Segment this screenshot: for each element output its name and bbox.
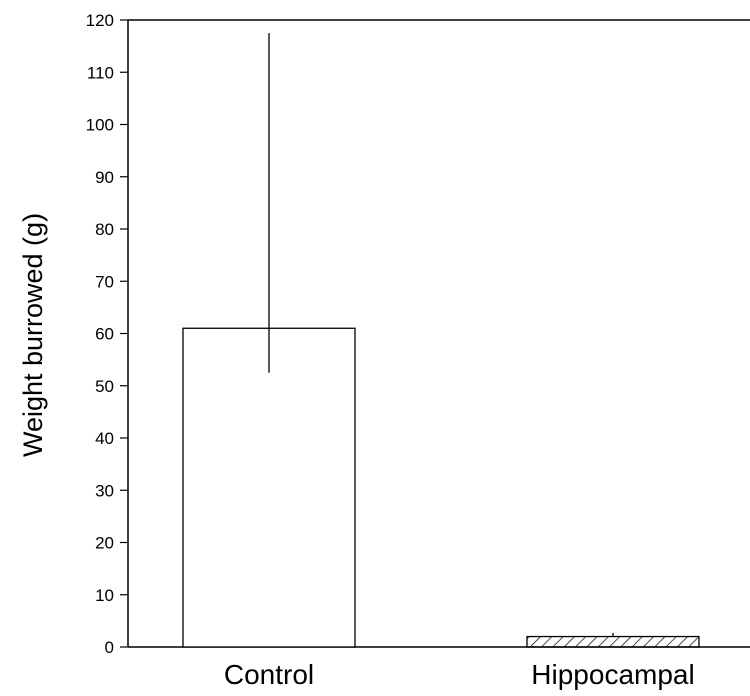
y-tick-label: 30 xyxy=(95,481,114,500)
x-category-label: Hippocampal xyxy=(531,659,694,690)
x-category-label: Control xyxy=(224,659,314,690)
y-tick-label: 70 xyxy=(95,272,114,291)
bar-control xyxy=(182,327,356,648)
bar-hippocampal xyxy=(526,635,700,648)
y-tick-label: 20 xyxy=(95,534,114,553)
labels: Weight burrowed (g) Control Hippocampal xyxy=(18,213,695,690)
y-tick-label: 40 xyxy=(95,429,114,448)
y-tick-label: 90 xyxy=(95,168,114,187)
y-tick-label: 0 xyxy=(105,638,114,657)
y-tick-label: 50 xyxy=(95,377,114,396)
axes: 0 10 20 30 40 50 60 70 80 90 100 110 120 xyxy=(86,11,750,657)
y-tick-label: 110 xyxy=(87,63,114,82)
y-axis-title: Weight burrowed (g) xyxy=(18,213,48,457)
y-tick-label: 120 xyxy=(86,11,114,30)
bars xyxy=(182,327,700,648)
y-tick-label: 10 xyxy=(95,586,114,605)
y-tick-label: 80 xyxy=(95,220,114,239)
y-tick-label: 100 xyxy=(86,116,114,135)
error-bars xyxy=(268,33,614,637)
y-tick-label: 60 xyxy=(95,325,114,344)
